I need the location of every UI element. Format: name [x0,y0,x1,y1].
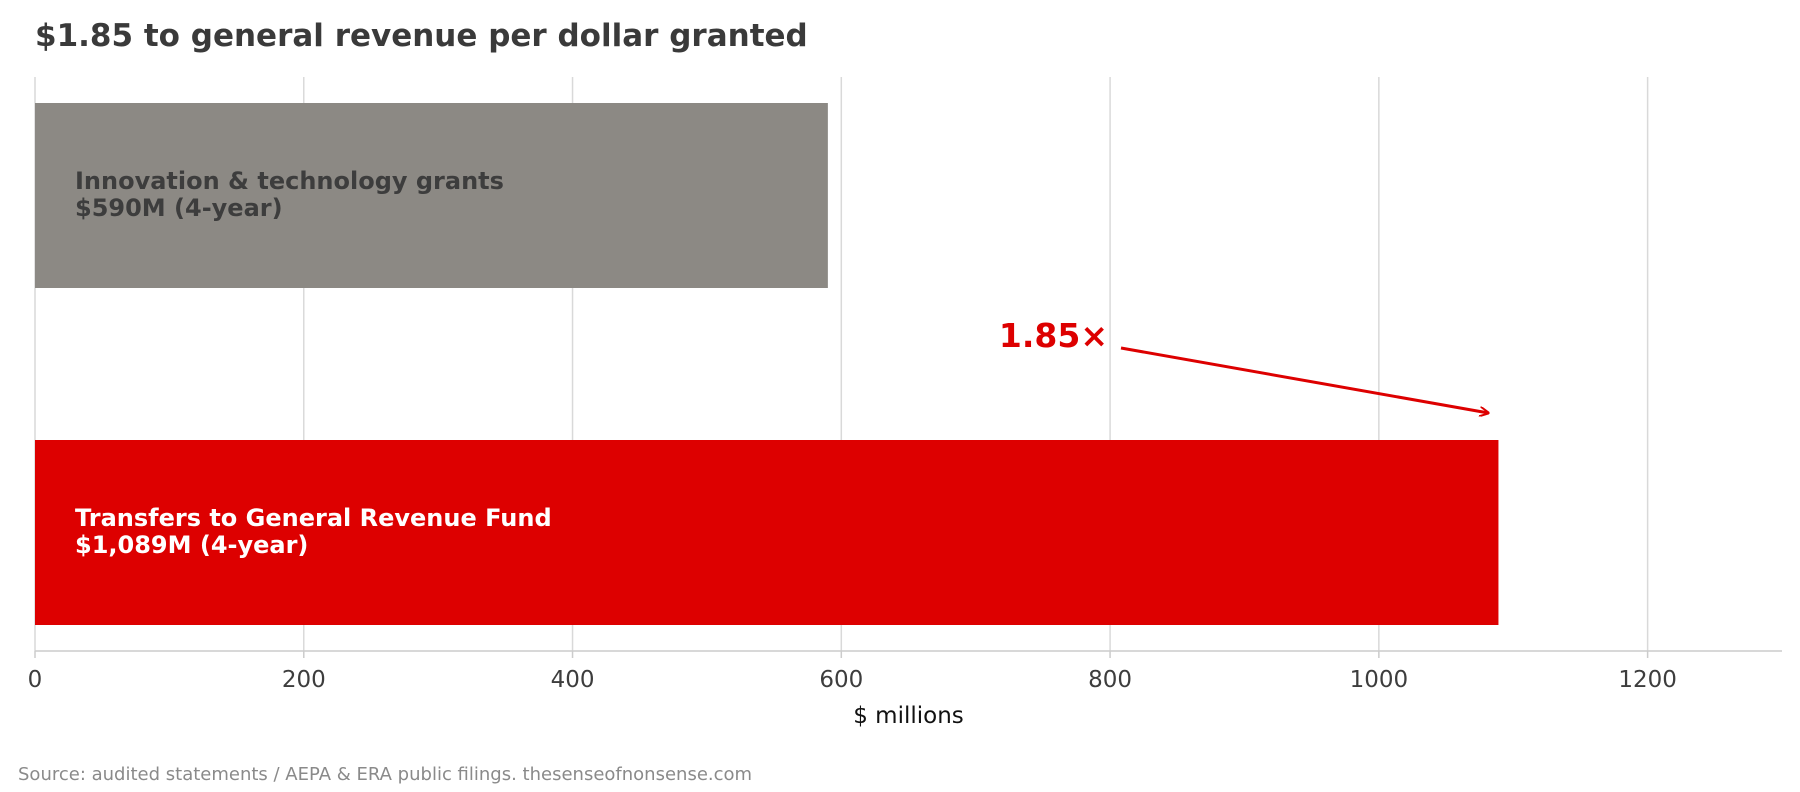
x-axis-label: $ millions [853,703,964,729]
x-tick-label: 0 [28,667,43,693]
x-tick-label: 200 [282,667,326,693]
x-tick-label: 1200 [1618,667,1677,693]
bar-value-label: $590M (4-year) [75,194,283,222]
bar [35,103,828,288]
x-tick-label: 800 [1088,667,1132,693]
annotation-arrow [1120,346,1488,413]
x-tick-label: 600 [819,667,863,693]
x-tick-label: 1000 [1350,667,1409,693]
bar-value-label: $1,089M (4-year) [75,531,308,559]
chart-title: $1.85 to general revenue per dollar gran… [35,18,808,54]
x-axis: 0 200 400 600 800 1000 1200 $ millions [28,650,1782,729]
bar-label: Innovation & technology grants [75,167,504,195]
annotation: 1.85× [999,316,1489,413]
bar [35,440,1499,625]
ratio-annotation: 1.85× [999,316,1108,355]
x-tick-label: 400 [551,667,595,693]
bars: Innovation & technology grants$590M (4-y… [35,103,1499,625]
source-note: Source: audited statements / AEPA & ERA … [18,764,753,785]
bar-label: Transfers to General Revenue Fund [75,504,552,532]
